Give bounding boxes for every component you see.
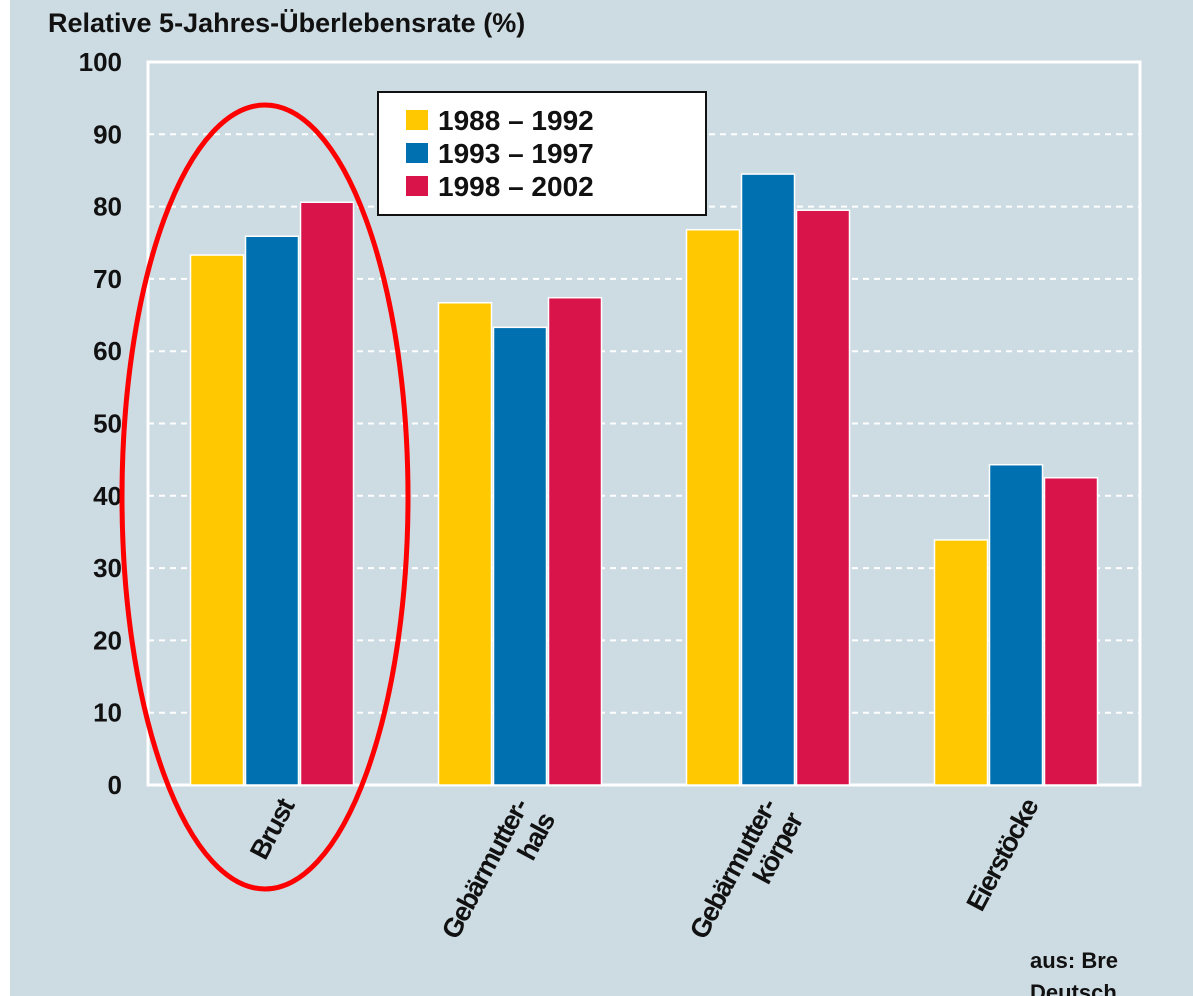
bar	[740, 173, 796, 786]
y-tick-label: 30	[93, 553, 122, 583]
bar	[299, 201, 355, 786]
bar	[933, 539, 989, 786]
y-tick-label: 60	[93, 336, 122, 366]
y-tick-label: 10	[93, 698, 122, 728]
legend-label: 1998 – 2002	[438, 171, 594, 202]
bar	[189, 254, 245, 786]
y-tick-label: 70	[93, 264, 122, 294]
highlight-ellipse	[119, 102, 411, 892]
source-line: aus: Bre	[1030, 948, 1118, 973]
chart-title: Relative 5-Jahres-Überlebensrate (%)	[48, 8, 525, 38]
legend-box	[377, 91, 707, 216]
y-tick-label: 50	[93, 409, 122, 439]
bar	[1043, 476, 1099, 786]
y-tick-label: 20	[93, 625, 122, 655]
bar	[244, 235, 300, 786]
legend-swatch	[406, 110, 428, 130]
bar	[547, 296, 603, 786]
legend-label: 1993 – 1997	[438, 138, 594, 169]
y-tick-label: 0	[108, 770, 122, 800]
bar	[685, 228, 741, 786]
y-tick-label: 90	[93, 119, 122, 149]
source-line: Deutsch	[1030, 980, 1117, 996]
y-tick-label: 100	[79, 47, 122, 77]
y-tick-label: 80	[93, 192, 122, 222]
bar	[795, 209, 851, 786]
plot-frame	[146, 60, 1142, 787]
bar	[437, 302, 493, 786]
bar	[988, 463, 1044, 786]
y-tick-label: 40	[93, 481, 122, 511]
legend-swatch	[406, 176, 428, 196]
bar	[492, 326, 548, 786]
legend-label: 1988 – 1992	[438, 105, 594, 136]
legend-swatch	[406, 143, 428, 163]
